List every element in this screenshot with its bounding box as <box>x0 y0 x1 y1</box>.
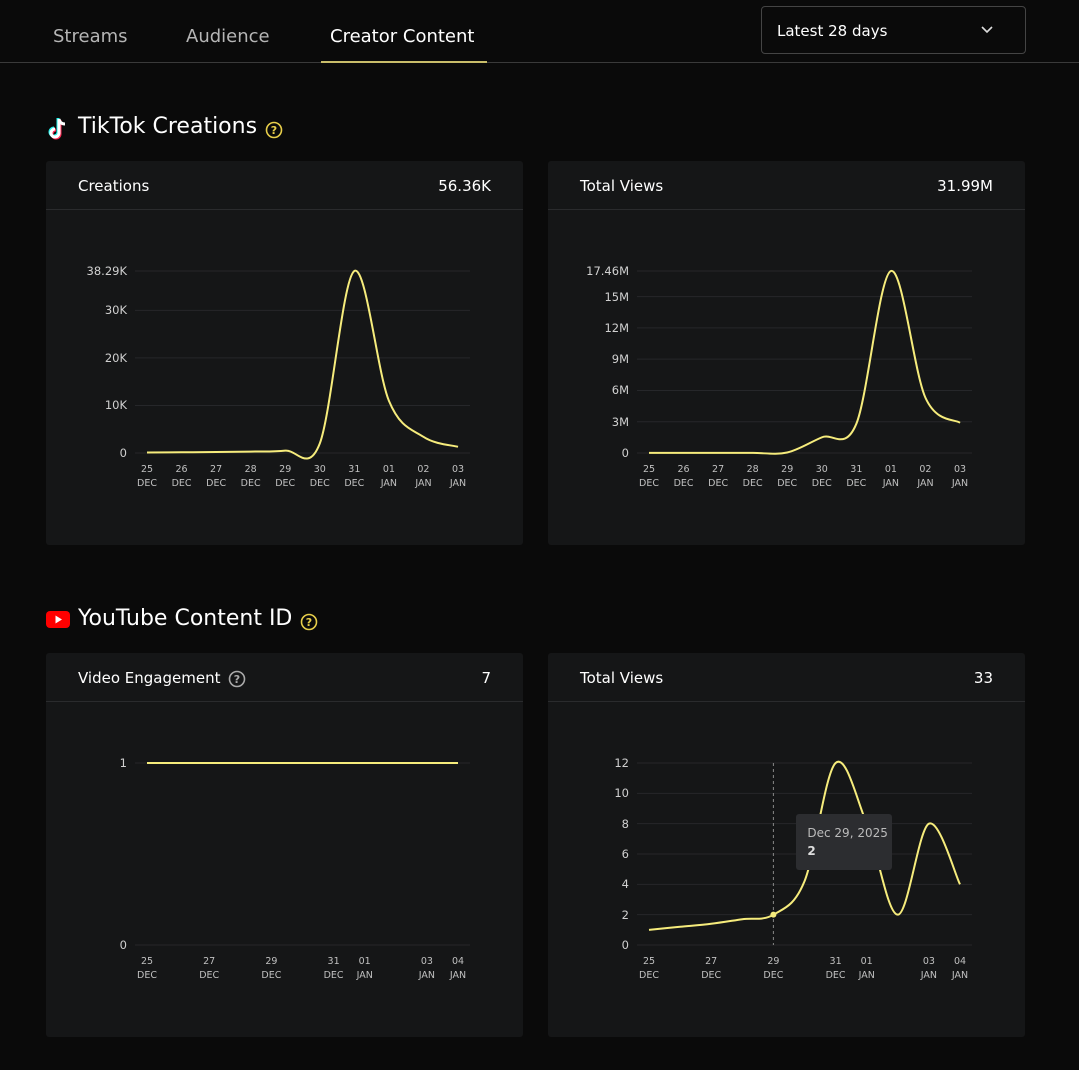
card-divider <box>46 701 523 702</box>
x-tick-label: 03 JAN <box>920 956 938 981</box>
x-tick-label: 27 DEC <box>701 956 722 981</box>
x-tick-label: 25 DEC <box>639 956 659 981</box>
x-tick-label: 29 DEC <box>261 956 282 981</box>
line-series <box>146 269 459 460</box>
card-total: 7 <box>481 669 491 687</box>
x-tick-label: 27 DEC <box>199 956 220 981</box>
y-tick-label: 4 <box>621 877 629 892</box>
tab[interactable]: Creator Content <box>330 26 475 47</box>
tab[interactable]: Streams <box>53 26 128 47</box>
chart <box>135 762 470 946</box>
y-tick-label: 10K <box>104 398 127 413</box>
card-divider <box>548 701 1025 702</box>
y-tick-label: 15M <box>604 289 629 304</box>
card-title: Creations <box>78 177 150 195</box>
y-tick-label: 38.29K <box>86 264 127 278</box>
x-tick-label: 04 JAN <box>449 956 467 981</box>
svg-text:?: ? <box>234 673 240 686</box>
x-tick-label: 25 DEC <box>137 956 157 981</box>
x-tick-label: 31 DEC <box>344 464 365 489</box>
x-tick-label: 03 JAN <box>418 956 436 981</box>
section-title: TikTok Creations <box>78 114 258 139</box>
x-tick-label: 01 JAN <box>380 464 397 489</box>
card-title: Video Engagement <box>78 669 221 687</box>
chart-card: Total Views 31.99M 0 3M 6M 9M 12M 15M 17.46M 25 D… <box>548 161 1025 545</box>
youtube-icon <box>46 611 70 628</box>
x-tick-label: 30 DEC <box>309 464 330 489</box>
x-tick-label: 26 DEC <box>673 464 694 489</box>
card-title: Total Views <box>580 669 664 687</box>
x-tick-label: 02 JAN <box>917 464 934 489</box>
x-tick-label: 29 DEC <box>275 464 296 489</box>
x-tick-label: 27 DEC <box>206 464 227 489</box>
card-title: Total Views <box>580 177 664 195</box>
y-tick-label: 1 <box>119 756 127 770</box>
x-tick-label: 25 DEC <box>639 464 659 489</box>
x-tick-label: 31 DEC <box>846 464 867 489</box>
tooltip-date: Dec 29, 2025 <box>807 826 888 840</box>
y-tick-label: 0 <box>621 446 629 460</box>
chart-card: Creations 56.36K 0 10K 20K 30K 38.29K 25 DEC 26 … <box>46 161 523 545</box>
help-icon[interactable]: ? <box>300 613 318 631</box>
x-tick-label: 04 JAN <box>951 956 969 981</box>
chart-card: Total Views 33 0 2 4 6 8 10 12 25 DEC 27 DEC 29 DEC… <box>548 653 1025 1037</box>
x-tick-label: 29 DEC <box>763 956 784 981</box>
y-tick-label: 6M <box>611 383 629 398</box>
card-total: 56.36K <box>438 177 491 195</box>
y-tick-label: 8 <box>621 816 629 831</box>
x-tick-label: 28 DEC <box>742 464 763 489</box>
card-divider <box>46 209 523 210</box>
y-tick-label: 0 <box>119 938 127 952</box>
card-total: 31.99M <box>937 177 993 195</box>
svg-text:?: ? <box>271 124 277 137</box>
y-tick-label: 3M <box>611 414 629 429</box>
y-tick-label: 0 <box>119 446 127 460</box>
chart-card: Video Engagement? 7 0 1 25 DEC 27 DEC 29 DEC 31… <box>46 653 523 1037</box>
y-tick-label: 6 <box>621 847 629 861</box>
tab[interactable]: Audience <box>186 26 270 47</box>
x-tick-label: 03 JAN <box>449 464 467 489</box>
line-series <box>648 269 961 455</box>
section-title: YouTube Content ID <box>78 606 293 631</box>
y-tick-label: 12M <box>604 320 629 335</box>
x-tick-label: 02 JAN <box>415 464 432 489</box>
x-tick-label: 28 DEC <box>240 464 261 489</box>
active-tab-underline <box>321 61 487 63</box>
y-tick-label: 17.46M <box>586 264 629 278</box>
chart <box>637 269 972 455</box>
x-tick-label: 31 DEC <box>825 956 846 981</box>
x-tick-label: 27 DEC <box>708 464 729 489</box>
x-tick-label: 01 JAN <box>356 956 373 981</box>
chevron <box>981 26 993 34</box>
x-tick-label: 31 DEC <box>323 956 344 981</box>
y-tick-label: 30K <box>104 303 127 318</box>
x-tick-label: 26 DEC <box>171 464 192 489</box>
help-icon[interactable]: ? <box>228 670 246 688</box>
y-tick-label: 9M <box>611 352 629 367</box>
svg-text:?: ? <box>306 616 312 629</box>
tooltip: Dec 29, 2025 2 <box>796 814 893 870</box>
y-tick-label: 10 <box>614 786 629 801</box>
x-tick-label: 01 JAN <box>882 464 899 489</box>
date-range: Latest 28 days <box>777 22 888 40</box>
card-total: 33 <box>973 669 993 687</box>
chart <box>135 269 470 460</box>
tooltip-value: 2 <box>807 844 816 858</box>
x-tick-label: 01 JAN <box>858 956 875 981</box>
x-tick-label: 29 DEC <box>777 464 798 489</box>
y-tick-label: 0 <box>621 938 629 952</box>
date-dropdown[interactable]: Latest 28 days <box>761 6 1026 54</box>
x-tick-label: 03 JAN <box>951 464 969 489</box>
tiktok-icon <box>48 118 66 140</box>
y-tick-label: 2 <box>621 907 629 922</box>
help-icon[interactable]: ? <box>265 121 283 139</box>
card-divider <box>548 209 1025 210</box>
tab-border <box>0 62 1079 63</box>
x-tick-label: 30 DEC <box>811 464 832 489</box>
y-tick-label: 20K <box>104 350 127 365</box>
x-tick-label: 25 DEC <box>137 464 157 489</box>
y-tick-label: 12 <box>614 756 629 770</box>
hover-point <box>770 911 777 918</box>
